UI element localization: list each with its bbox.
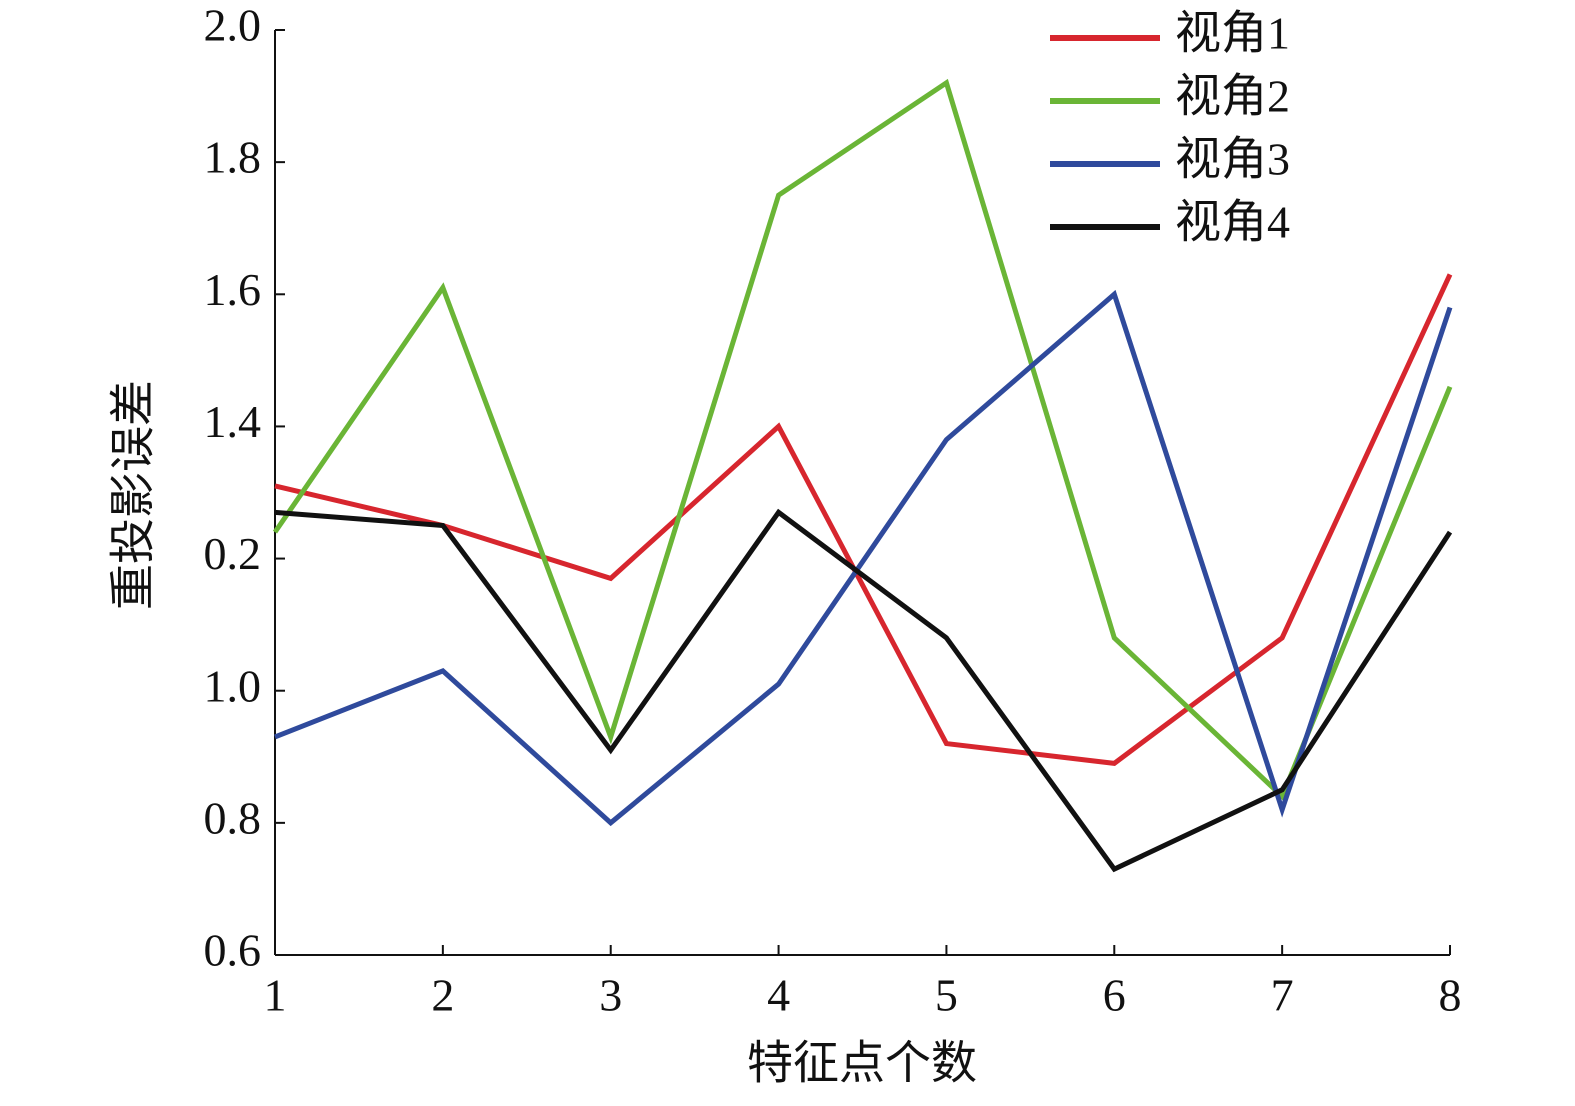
legend-label: 视角4 [1175,197,1290,248]
legend-label: 视角3 [1175,134,1290,185]
legend-label: 视角2 [1175,71,1290,122]
x-tick-label: 5 [935,970,958,1021]
y-tick-label: 1.4 [204,396,262,447]
y-tick-label: 0.6 [204,925,262,976]
x-tick-label: 2 [431,970,454,1021]
x-tick-label: 4 [767,970,790,1021]
series-line [272,78,1453,801]
y-tick-label: 2.0 [204,0,262,51]
x-tick-label: 8 [1439,970,1462,1021]
legend-label: 视角1 [1175,8,1290,59]
x-axis-label: 特征点个数 [747,1038,977,1089]
x-tick-label: 6 [1103,970,1126,1021]
x-tick-label: 7 [1271,970,1294,1021]
y-tick-label: 1.0 [204,660,262,711]
y-tick-label: 0.2 [204,528,262,579]
y-axis-label: 重投影误差 [108,380,159,610]
y-tick-label: 1.8 [204,132,262,183]
x-tick-label: 1 [264,970,287,1021]
series-line [274,289,1453,827]
y-tick-label: 1.6 [204,264,262,315]
series-line [274,273,1453,766]
x-tick-label: 3 [599,970,622,1021]
y-tick-label: 0.8 [204,792,262,843]
series-line [274,508,1453,873]
